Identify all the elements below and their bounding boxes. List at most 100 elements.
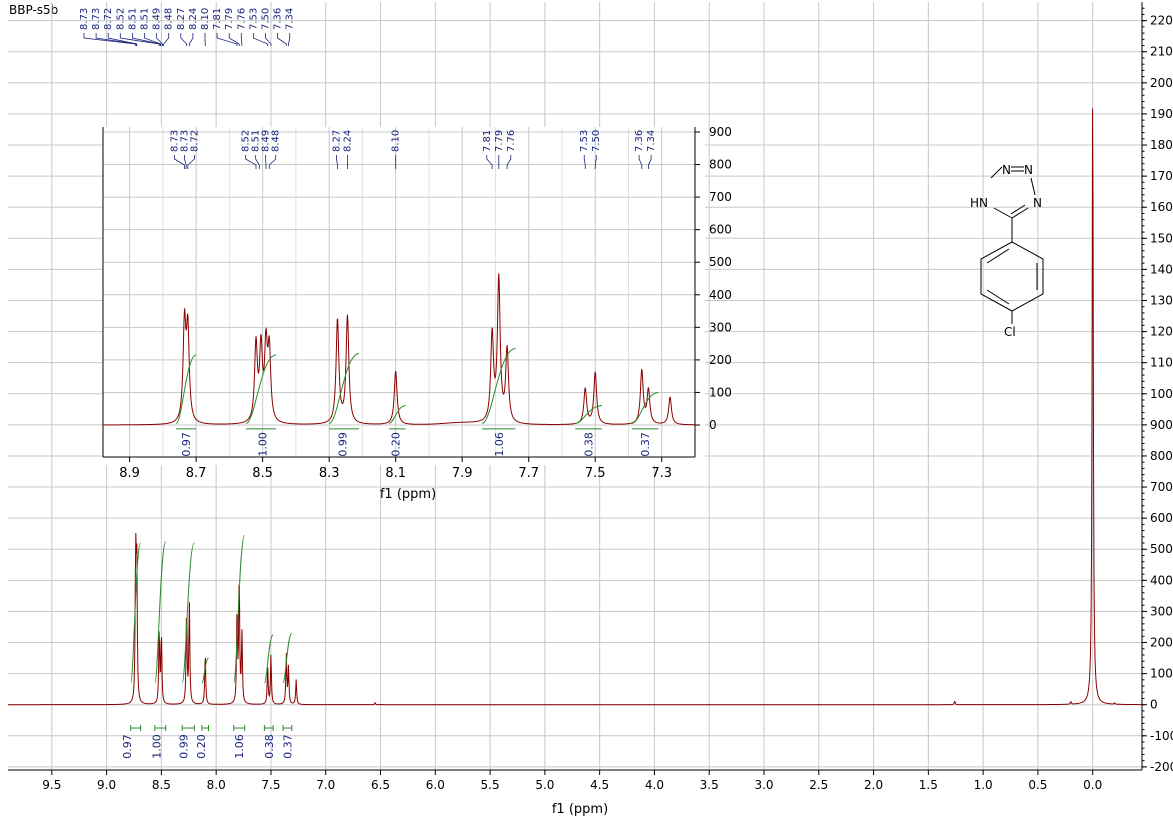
bond [993, 207, 1013, 219]
y-tick-label: 800 [1150, 449, 1173, 463]
inset-integral-curve [575, 404, 602, 424]
inset-peak-label: 7.81 [482, 130, 493, 152]
peak-label: 7.34 [285, 8, 296, 30]
bond [986, 248, 1010, 264]
inset-peak-connector [638, 155, 643, 169]
inset-integral-curve [328, 352, 360, 424]
x-tick-label: 4.0 [645, 778, 664, 792]
x-tick-label: 0.0 [1083, 778, 1102, 792]
inset-peak-label: 8.48 [271, 130, 282, 152]
x-tick-label: 2.0 [864, 778, 883, 792]
y-tick-label: 300 [1150, 604, 1173, 618]
inset-integral-curve [631, 391, 659, 424]
atom-n1: N [1002, 163, 1011, 177]
inset-y-tick-label: 600 [709, 223, 732, 237]
bond [1030, 177, 1036, 196]
inset-peak-connector [648, 155, 652, 169]
y-tick-label: 1300 [1150, 293, 1173, 307]
main-peak-labels: 8.73 8.73 8.72 8.52 8.51 8.51 8.49 8.48 8.27 8.24… [79, 8, 296, 46]
peak-label-connector [163, 33, 170, 46]
inset-y-tick-label: 400 [709, 288, 732, 302]
peak-label: 7.36 [273, 8, 284, 30]
peak-label-connector [265, 33, 272, 46]
peak-label: 8.73 [79, 8, 90, 30]
inset-peak-connector [174, 155, 185, 169]
integral-label: 0.37 [281, 734, 294, 759]
inset-peak-connector [268, 155, 277, 169]
inset-x-tick-label: 8.9 [119, 466, 140, 481]
peak-label: 8.24 [188, 8, 199, 30]
inset-peak-connector [184, 155, 187, 169]
inset-x-tick-label: 7.5 [585, 466, 606, 481]
peak-label: 7.50 [261, 8, 272, 30]
inset-peak-connector [486, 155, 493, 169]
atom-n3: N [1033, 196, 1042, 210]
inset-integral-label: 1.00 [257, 432, 270, 457]
y-tick-label: 500 [1150, 542, 1173, 556]
y-tick-label: 0 [1150, 698, 1158, 712]
main-axes: 9.5 9.0 8.5 8.0 7.5 7.0 6.5 6.0 5.5 5.0 4.5 4.0 3.5 3… [8, 2, 1173, 792]
inset-peak-label: 8.51 [251, 130, 262, 152]
inset-chart: 8.9 8.7 8.5 8.3 8.1 7.9 7.7 7.5 7.3 0 100 200 300 400… [102, 125, 732, 481]
peak-label: 8.49 [152, 8, 163, 30]
y-tick-label: 1700 [1150, 169, 1173, 183]
inset-peak-label: 7.76 [506, 130, 517, 152]
y-tick-label: 700 [1150, 480, 1173, 494]
inset-peak-connector [187, 155, 195, 169]
peak-label-connector [188, 33, 194, 46]
peak-label: 8.51 [127, 8, 138, 30]
x-tick-label: 5.0 [535, 778, 554, 792]
inset-peak-label: 8.24 [342, 130, 353, 152]
inset-x-tick-label: 7.7 [518, 466, 539, 481]
peak-label: 8.73 [91, 8, 102, 30]
x-tick-label: 9.0 [97, 778, 116, 792]
peak-label-connector [107, 33, 138, 46]
peak-label-connector [144, 33, 162, 46]
inset-integral-label: 0.37 [639, 432, 652, 457]
y-tick-label: 600 [1150, 511, 1173, 525]
y-tick-label: 1200 [1150, 325, 1173, 339]
y-tick-label: 2000 [1150, 76, 1173, 90]
inset-peak-connector [594, 155, 597, 169]
x-tick-label: 7.0 [316, 778, 335, 792]
y-tick-label: 1100 [1150, 356, 1173, 370]
inset-peak-label: 8.49 [261, 130, 272, 152]
inset-y-tick-label: 200 [709, 353, 732, 367]
x-tick-label: 4.5 [590, 778, 609, 792]
integral-curve [130, 542, 142, 684]
inset-x-axis-label: f1 (ppm) [379, 487, 437, 502]
inset-y-tick-label: 700 [709, 190, 732, 204]
main-integrals: 0.97 1.00 0.99 0.20 1.06 0.38 0.37 [121, 534, 294, 759]
integral-curve [282, 632, 293, 684]
x-tick-label: 8.5 [152, 778, 171, 792]
inset-x-tick-label: 7.3 [651, 466, 672, 481]
y-tick-label: -200 [1150, 760, 1173, 774]
integral-label: 1.06 [233, 734, 246, 759]
y-tick-label: 1000 [1150, 387, 1173, 401]
peak-label-connector [180, 33, 187, 46]
inset-integral-label: 0.38 [583, 432, 596, 457]
y-tick-label: 1900 [1150, 107, 1173, 121]
x-tick-label: 3.0 [754, 778, 773, 792]
inset-y-tick-label: 0 [709, 418, 717, 432]
y-tick-label: 1400 [1150, 262, 1173, 276]
integral-label: 0.97 [121, 734, 134, 759]
inset-x-tick-label: 8.3 [319, 466, 340, 481]
inset-peak-label: 7.50 [591, 130, 602, 152]
peak-label-connector [216, 33, 238, 46]
inset-x-tick-label: 8.1 [385, 466, 406, 481]
bond [1011, 207, 1029, 219]
inset-integral-curve [245, 354, 277, 424]
y-tick-label: 1800 [1150, 138, 1173, 152]
x-tick-label: 2.5 [809, 778, 828, 792]
inset-y-tick-label: 300 [709, 320, 732, 334]
peak-label: 8.51 [140, 8, 151, 30]
inset-integral-label: 1.06 [493, 432, 506, 457]
peak-label-connector [288, 33, 291, 46]
inset-background [103, 127, 705, 465]
atom-cl: Cl [1004, 325, 1016, 339]
x-tick-label: 1.5 [919, 778, 938, 792]
inset-peak-label: 8.52 [241, 130, 252, 152]
y-tick-label: 900 [1150, 418, 1173, 432]
peak-label-connector [156, 33, 163, 46]
